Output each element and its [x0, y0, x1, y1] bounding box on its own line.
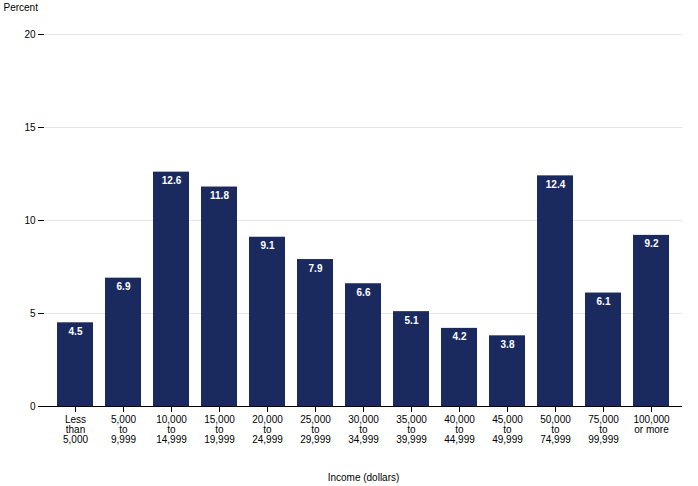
svg-text:15: 15 — [24, 122, 36, 133]
svg-text:Percent: Percent — [4, 2, 39, 13]
svg-text:Lessthan5,000: Lessthan5,000 — [63, 414, 88, 445]
svg-text:5: 5 — [30, 308, 36, 319]
svg-text:6.6: 6.6 — [357, 287, 371, 298]
svg-text:75,000to99,999: 75,000to99,999 — [588, 414, 619, 445]
svg-text:12.4: 12.4 — [546, 179, 566, 190]
svg-text:7.9: 7.9 — [309, 263, 323, 274]
svg-text:9.1: 9.1 — [261, 240, 275, 251]
svg-text:20,000to24,999: 20,000to24,999 — [252, 414, 283, 445]
svg-text:45,000to49,999: 45,000to49,999 — [492, 414, 523, 445]
svg-text:9.2: 9.2 — [645, 238, 659, 249]
svg-text:12.6: 12.6 — [162, 175, 182, 186]
svg-text:5,000to9,999: 5,000to9,999 — [111, 414, 136, 445]
svg-text:4.5: 4.5 — [69, 326, 83, 337]
svg-text:25,000to29,999: 25,000to29,999 — [300, 414, 331, 445]
svg-text:4.2: 4.2 — [453, 331, 467, 342]
svg-text:Income (dollars): Income (dollars) — [328, 472, 400, 483]
svg-text:11.8: 11.8 — [210, 190, 229, 201]
svg-text:20: 20 — [24, 29, 36, 40]
svg-text:6.1: 6.1 — [597, 296, 611, 307]
svg-text:100,000or more: 100,000or more — [633, 414, 670, 435]
svg-text:5.1: 5.1 — [405, 315, 419, 326]
svg-text:0: 0 — [30, 401, 36, 412]
svg-text:50,000to74,999: 50,000to74,999 — [540, 414, 571, 445]
svg-text:30,000to34,999: 30,000to34,999 — [348, 414, 379, 445]
svg-text:15,000to19,999: 15,000to19,999 — [204, 414, 235, 445]
svg-text:6.9: 6.9 — [117, 281, 131, 292]
svg-text:10: 10 — [24, 215, 36, 226]
svg-text:40,000to44,999: 40,000to44,999 — [444, 414, 475, 445]
svg-text:10,000to14,999: 10,000to14,999 — [156, 414, 187, 445]
svg-text:35,000to39,999: 35,000to39,999 — [396, 414, 427, 445]
svg-text:3.8: 3.8 — [501, 339, 515, 350]
